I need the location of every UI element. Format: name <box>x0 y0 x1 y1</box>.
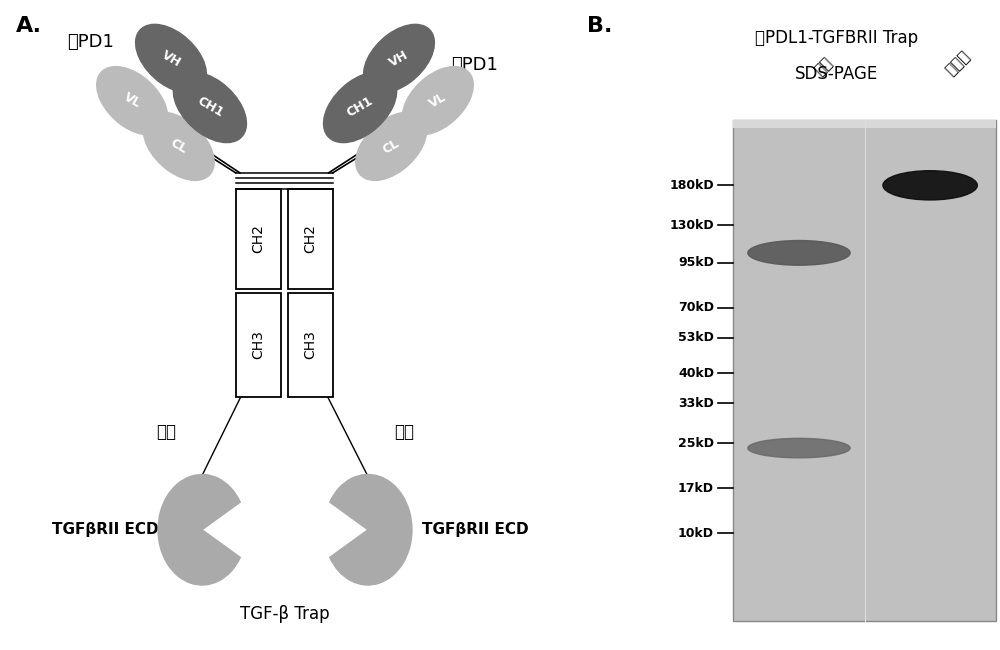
Text: VL: VL <box>427 91 449 111</box>
Text: A.: A. <box>16 16 42 36</box>
Text: 130kD: 130kD <box>669 219 714 232</box>
Text: CH3: CH3 <box>251 330 265 359</box>
Text: VL: VL <box>121 91 143 111</box>
Text: 40kD: 40kD <box>678 367 714 380</box>
Text: 17kD: 17kD <box>678 482 714 495</box>
Wedge shape <box>330 474 412 585</box>
Text: SDS-PAGE: SDS-PAGE <box>795 65 878 83</box>
Text: CH1: CH1 <box>345 94 376 120</box>
Bar <box>236 292 281 396</box>
Ellipse shape <box>136 24 206 93</box>
Ellipse shape <box>364 24 434 93</box>
Text: CL: CL <box>168 136 189 156</box>
Text: TGF-β Trap: TGF-β Trap <box>240 605 330 623</box>
Ellipse shape <box>402 66 473 135</box>
Ellipse shape <box>324 72 397 142</box>
Text: CL: CL <box>381 136 402 156</box>
Ellipse shape <box>173 72 246 142</box>
Bar <box>288 292 333 396</box>
Text: 70kD: 70kD <box>678 302 714 315</box>
Ellipse shape <box>883 171 977 200</box>
Text: TGFβRII ECD: TGFβRII ECD <box>52 522 158 538</box>
Bar <box>733 120 996 621</box>
Text: VH: VH <box>387 48 411 69</box>
Text: 非还原: 非还原 <box>943 48 973 78</box>
Bar <box>236 188 281 289</box>
Text: 33kD: 33kD <box>678 396 714 410</box>
Ellipse shape <box>748 240 850 265</box>
Text: 抗PD1: 抗PD1 <box>67 33 114 51</box>
Text: TGFβRII ECD: TGFβRII ECD <box>422 522 529 538</box>
Text: CH1: CH1 <box>194 94 225 120</box>
Text: 还原: 还原 <box>812 55 835 78</box>
Bar <box>288 188 333 289</box>
Ellipse shape <box>97 66 168 135</box>
Text: 53kD: 53kD <box>678 332 714 344</box>
Text: 95kD: 95kD <box>678 256 714 269</box>
Text: 抗PD1: 抗PD1 <box>451 56 498 74</box>
Text: 抗PDL1-TGFBRII Trap: 抗PDL1-TGFBRII Trap <box>755 29 918 47</box>
Text: CH2: CH2 <box>303 224 317 254</box>
Ellipse shape <box>143 112 214 181</box>
Text: 25kD: 25kD <box>678 437 714 450</box>
Text: B.: B. <box>587 16 613 36</box>
Text: VH: VH <box>159 48 183 69</box>
Text: CH2: CH2 <box>251 224 265 254</box>
Wedge shape <box>158 474 240 585</box>
Text: 180kD: 180kD <box>669 179 714 192</box>
Text: 接头: 接头 <box>156 423 176 441</box>
Ellipse shape <box>748 438 850 458</box>
Bar <box>733 120 996 128</box>
Text: 接头: 接头 <box>394 423 414 441</box>
Text: CH3: CH3 <box>303 330 317 359</box>
Text: 10kD: 10kD <box>678 526 714 539</box>
Ellipse shape <box>356 112 427 181</box>
